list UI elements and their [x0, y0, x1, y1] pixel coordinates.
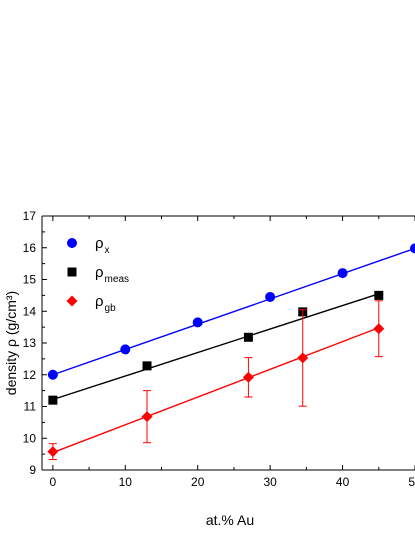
x-axis-label: at.% Au — [206, 512, 254, 528]
legend-subscript-x: x — [105, 245, 110, 256]
point-gb — [141, 411, 153, 423]
y-tick-label: 14 — [23, 304, 37, 318]
legend-subscript-gb: gb — [105, 303, 117, 314]
plot-marks — [47, 243, 415, 461]
y-tick-label: 15 — [23, 273, 37, 287]
point-x — [120, 344, 131, 355]
point-x — [410, 243, 415, 254]
point-x — [265, 291, 276, 302]
legend-marker-gb — [66, 295, 78, 307]
y-tick-label: 9 — [29, 463, 36, 477]
point-x — [337, 268, 348, 279]
fit-line-x — [52, 247, 415, 376]
x-tick-label: 10 — [119, 475, 133, 489]
point-gb — [242, 371, 254, 383]
fit-line-meas — [52, 293, 380, 401]
y-tick-label: 16 — [23, 241, 37, 255]
point-meas — [374, 290, 384, 300]
point-meas — [142, 361, 152, 371]
point-gb — [373, 323, 385, 335]
x-tick-label: 40 — [336, 475, 350, 489]
plot-axes: 0 10 20 30 40 50 9 10 11 12 13 14 15 16 17 — [23, 209, 415, 489]
point-x — [47, 369, 58, 380]
y-axis-label: density ρ (g/cm³) — [3, 291, 19, 395]
x-tick-label: 0 — [50, 475, 57, 489]
point-meas — [48, 395, 58, 405]
fit-line-gb — [52, 327, 380, 454]
legend-label-meas: ρmeas — [95, 264, 129, 285]
point-x — [192, 317, 203, 328]
y-tick-label: 11 — [24, 400, 37, 414]
legend-marker-x — [67, 238, 77, 248]
legend: ρx ρmeas ρgb — [66, 235, 129, 314]
x-tick-label: 30 — [263, 475, 277, 489]
x-tick-label: 50 — [408, 475, 415, 489]
legend-subscript-meas: meas — [105, 274, 129, 285]
y-tick-label: 17 — [23, 209, 37, 223]
y-tick-label: 12 — [23, 368, 37, 382]
x-tick-label: 20 — [191, 475, 205, 489]
point-meas — [243, 332, 253, 342]
y-tick-label: 10 — [23, 431, 37, 445]
point-gb — [297, 352, 309, 364]
legend-label-gb: ρgb — [95, 293, 116, 314]
y-tick-label: 13 — [23, 336, 37, 350]
point-gb — [47, 446, 59, 458]
legend-label-x: ρx — [95, 235, 110, 256]
legend-marker-meas — [67, 267, 77, 277]
